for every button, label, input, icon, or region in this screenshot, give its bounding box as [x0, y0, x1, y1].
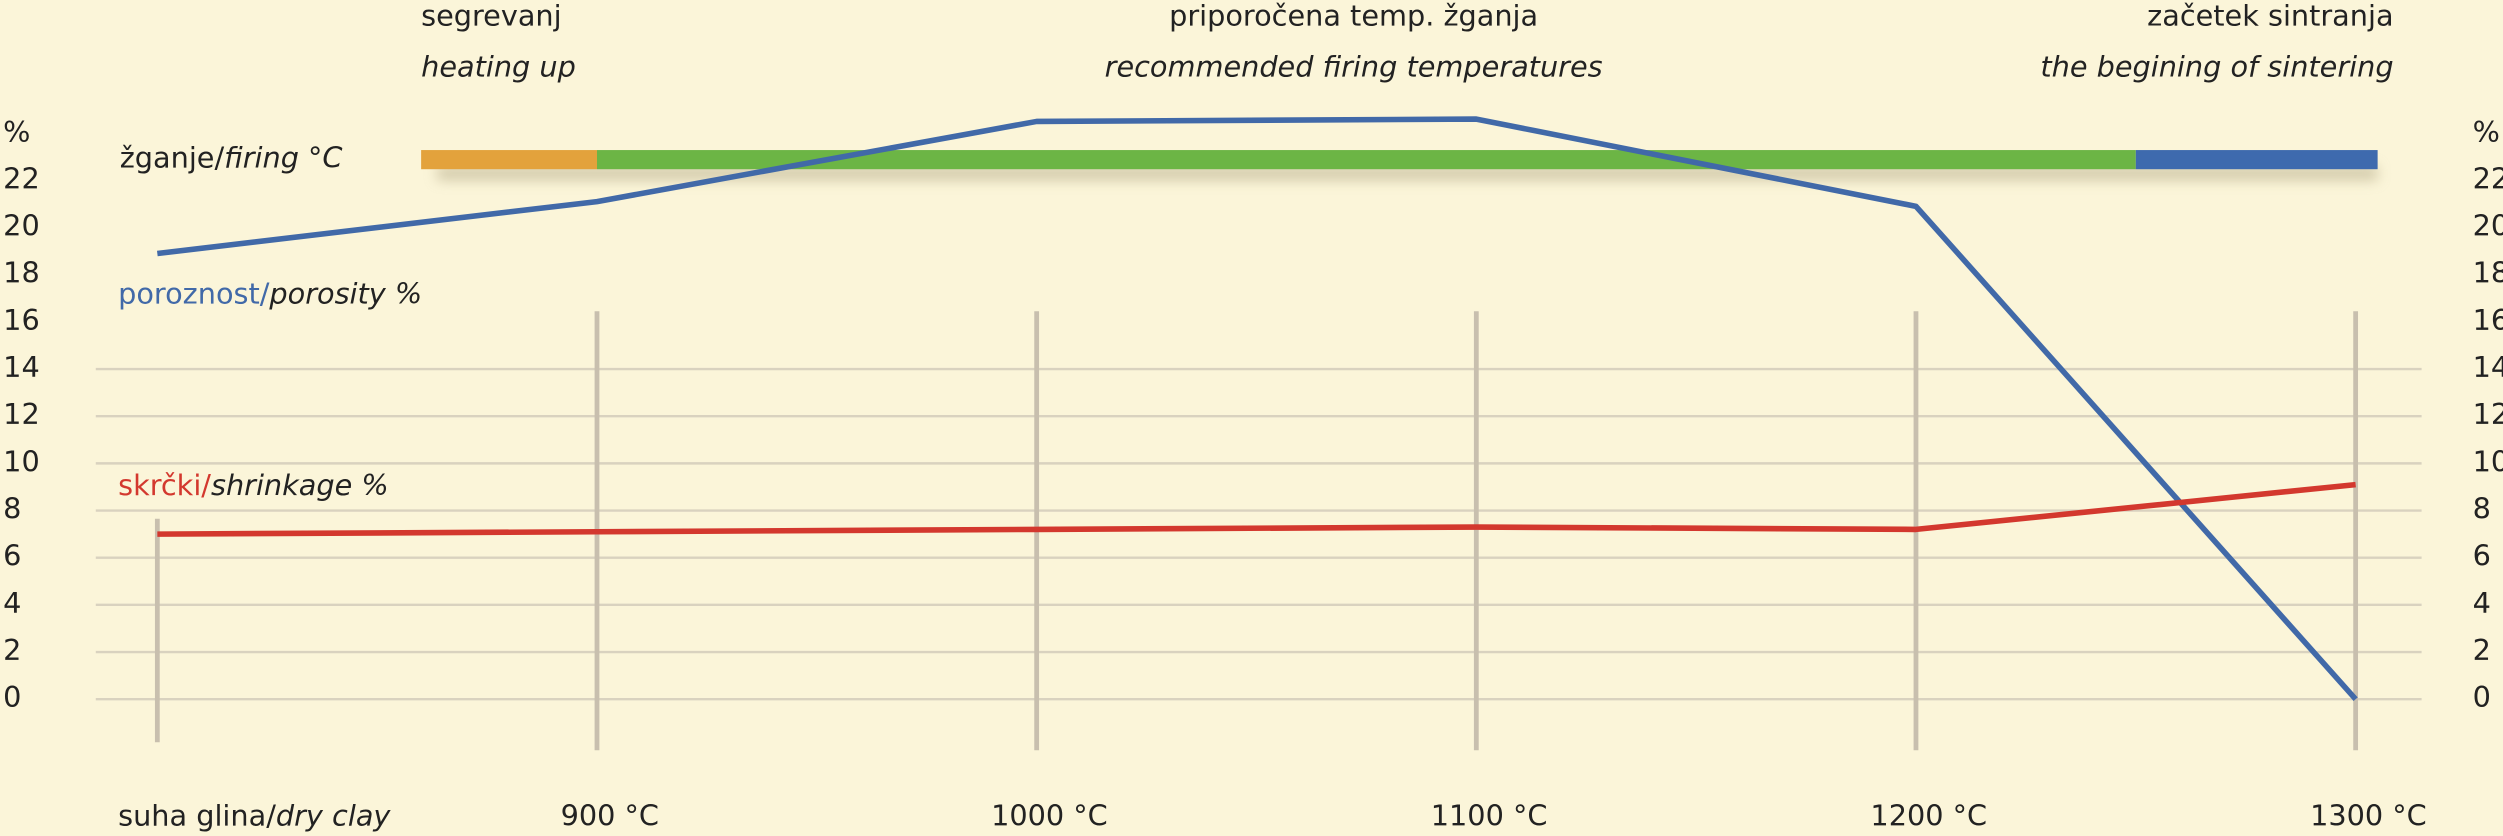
- y-unit-right: %: [2473, 115, 2500, 149]
- series-label-main: poroznost/: [118, 276, 270, 310]
- segment-label: segrevanj: [421, 0, 561, 33]
- y-tick-label: 18: [3, 256, 40, 290]
- firing-segment: [421, 150, 597, 170]
- y-tick-label: 20: [2473, 209, 2503, 243]
- series-label-main: skrčki/: [118, 468, 211, 502]
- y-tick-label: 2: [2473, 633, 2491, 667]
- y-tick-label: 4: [3, 586, 21, 620]
- y-tick-label: 10: [2473, 444, 2503, 478]
- y-tick-label: 14: [2473, 350, 2503, 384]
- y-tick-label: 2: [3, 633, 21, 667]
- y-tick-label: 12: [3, 397, 40, 431]
- y-tick-label: 16: [2473, 303, 2503, 337]
- series-line: [157, 481, 2356, 537]
- y-tick-label: 16: [3, 303, 40, 337]
- y-tick-label: 10: [3, 444, 40, 478]
- firing-label: žganje/firing °C: [120, 141, 343, 175]
- series-label: poroznost/porosity %: [118, 276, 422, 310]
- y-tick-label: 8: [2473, 492, 2491, 526]
- x-tick-label: suha glina/dry clay: [118, 798, 391, 832]
- y-tick-label: 0: [3, 680, 21, 714]
- series-label-en: shrinkage %: [211, 468, 389, 502]
- x-tick-label-main: suha glina/: [118, 798, 276, 832]
- y-tick-label: 22: [3, 161, 40, 195]
- segment-label-en: the begining of sintering: [2040, 50, 2393, 84]
- y-tick-label: 18: [2473, 256, 2503, 290]
- y-tick-label: 4: [2473, 586, 2491, 620]
- firing-shadow: [437, 166, 2378, 181]
- y-tick-label: 6: [3, 539, 21, 573]
- segment-label: začetek sintranja: [2147, 0, 2393, 33]
- segment-label: priporočena temp. žganja: [1169, 0, 1538, 33]
- y-tick-label: 12: [2473, 397, 2503, 431]
- firing-label-en: firing °C: [224, 141, 342, 175]
- segment-label-en: recommended firing temperatures: [1105, 50, 1603, 84]
- y-tick-label: 0: [2473, 680, 2491, 714]
- y-tick-label: 8: [3, 492, 21, 526]
- firing-segment: [2135, 150, 2378, 170]
- x-tick-label-en: dry clay: [276, 798, 392, 832]
- y-tick-label: 22: [2473, 161, 2503, 195]
- x-tick-label: 1100 °C: [1431, 798, 1548, 832]
- y-unit-left: %: [3, 115, 30, 149]
- series-line: [157, 116, 2358, 702]
- series-label-en: porosity %: [268, 276, 422, 310]
- y-tick-label: 6: [2473, 539, 2491, 573]
- firing-segment: [596, 150, 2136, 170]
- segment-label-en: heating up: [421, 50, 576, 84]
- y-tick-label: 20: [3, 209, 40, 243]
- x-tick-label: 1300 °C: [2310, 798, 2427, 832]
- y-tick-label: 14: [3, 350, 40, 384]
- x-tick-label: 900 °C: [561, 798, 659, 832]
- series-label: skrčki/shrinkage %: [118, 468, 389, 502]
- firing-label-main: žganje/: [120, 141, 225, 175]
- x-tick-label: 1000 °C: [991, 798, 1108, 832]
- x-tick-label: 1200 °C: [1870, 798, 1987, 832]
